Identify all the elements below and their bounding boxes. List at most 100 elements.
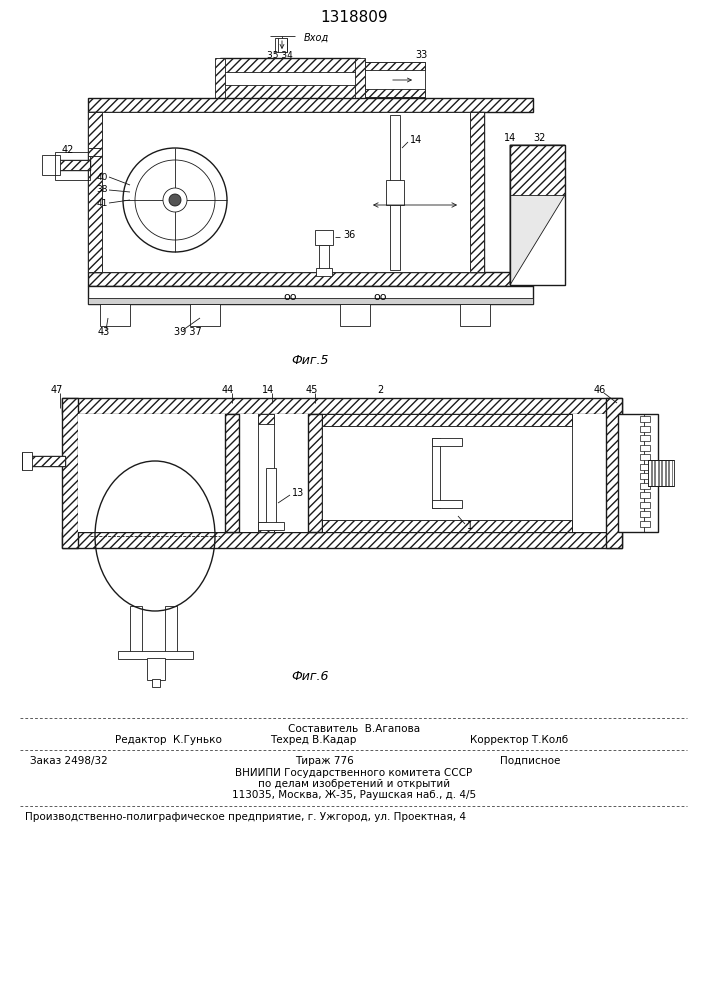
Bar [315,230,333,245]
Bar [258,414,274,532]
Bar [648,460,674,486]
Text: по делам изобретений и открытий: по делам изобретений и открытий [258,779,450,789]
Bar [220,58,360,100]
Text: Фиг.6: Фиг.6 [291,670,329,682]
Bar [258,522,274,532]
Text: 45: 45 [306,385,318,395]
Bar [665,460,668,486]
Bar [62,398,78,548]
Bar [510,145,565,285]
Bar [275,38,287,52]
Text: Корректор Т.Колб: Корректор Т.Колб [470,735,568,745]
Bar [88,98,533,112]
Bar [215,58,225,100]
Circle shape [163,188,187,212]
Text: 43: 43 [98,327,110,337]
Bar [266,468,276,530]
Text: 40: 40 [97,172,108,182]
Bar [651,460,654,486]
Bar [62,398,622,414]
Bar [606,398,622,548]
Bar [152,679,160,687]
Bar [319,245,329,275]
Text: 33: 33 [415,50,427,60]
Text: 38: 38 [96,186,108,194]
Bar [322,414,572,426]
Text: 46: 46 [594,385,606,395]
Bar [118,651,193,659]
Bar [640,454,650,460]
Text: ВНИИПИ Государственного комитета СССР: ВНИИПИ Государственного комитета СССР [235,768,472,778]
Bar [390,115,400,270]
Text: 13: 13 [292,488,304,498]
Bar [42,155,60,175]
Bar [165,606,177,654]
Text: 2: 2 [377,385,383,395]
Bar [655,460,658,486]
Bar [640,483,650,488]
Bar [432,438,462,446]
Text: 39 37: 39 37 [174,327,202,337]
Bar [470,112,484,272]
Bar [88,112,102,272]
Bar [55,160,90,170]
Bar [62,398,78,548]
Bar [386,180,404,205]
Text: 42: 42 [62,145,74,155]
Bar [640,502,650,508]
Bar [658,460,661,486]
Bar [62,532,622,548]
Bar [88,112,102,272]
Bar [365,62,425,97]
Bar [322,520,572,532]
Bar [258,522,284,530]
Bar [640,426,650,432]
Bar [365,62,425,70]
Text: Заказ 2498/32: Заказ 2498/32 [30,756,107,766]
Bar [308,414,322,532]
Bar [100,304,130,326]
Bar [648,460,650,486]
Text: Подписное: Подписное [500,756,561,766]
Text: 32: 32 [534,133,547,143]
Bar [30,456,65,466]
Text: 14: 14 [262,385,274,395]
Text: 44: 44 [222,385,234,395]
Text: 1: 1 [467,521,473,531]
Text: 41: 41 [97,198,108,208]
Text: oo: oo [284,292,297,302]
Bar [640,520,650,526]
Bar [640,435,650,441]
Bar [316,268,332,276]
Bar [225,414,239,532]
Bar [62,398,622,414]
Bar [322,414,572,426]
Bar [130,606,142,654]
Bar [460,304,490,326]
Bar [640,416,650,422]
Bar [190,304,220,326]
Text: 35 34: 35 34 [267,50,293,60]
Text: 113035, Москва, Ж-35, Раушская наб., д. 4/5: 113035, Москва, Ж-35, Раушская наб., д. … [232,790,476,800]
Bar [88,148,102,156]
Text: Производственно-полиграфическое предприятие, г. Ужгород, ул. Проектная, 4: Производственно-полиграфическое предприя… [25,812,466,822]
Polygon shape [510,145,565,285]
Bar [618,414,658,532]
Bar [640,492,650,498]
Bar [432,500,462,508]
Text: 47: 47 [51,385,63,395]
Bar [510,145,565,285]
Text: Вход: Вход [304,33,329,43]
Bar [55,152,90,180]
Bar [78,414,622,532]
Bar [340,304,370,326]
Bar [640,464,650,470]
Bar [102,112,470,272]
Text: 14: 14 [504,133,516,143]
Bar [88,148,102,156]
Bar [22,452,32,470]
Bar [640,511,650,517]
Bar [30,456,65,466]
Bar [355,58,365,100]
Bar [432,438,440,508]
